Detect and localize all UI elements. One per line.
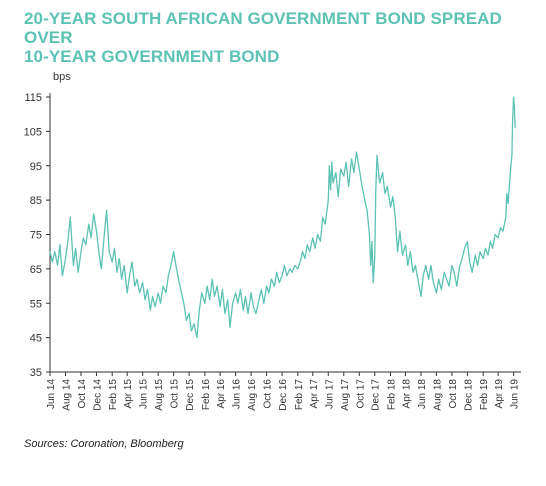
x-tick-label: Dec 18 [463,379,474,411]
chart-title: 20-YEAR SOUTH AFRICAN GOVERNMENT BOND SP… [24,9,534,66]
y-tick-label: 75 [30,230,42,242]
x-tick-label: Feb 18 [386,379,397,411]
x-tick-label: Apr 18 [401,379,412,409]
series-layer [49,96,516,339]
x-tick-label: Feb 19 [479,379,490,411]
x-tick-label: Apr 16 [216,379,227,409]
x-tick-label: Apr 17 [309,379,320,409]
x-tick-label: Dec 14 [92,379,103,411]
x-tick-label: Aug 15 [154,379,165,411]
x-tick-label: Apr 15 [123,379,134,409]
y-tick-label: 65 [30,264,42,276]
y-tick-label: 105 [24,126,42,138]
x-tick-label: Dec 16 [278,379,289,411]
x-tick-label: Feb 15 [108,379,119,411]
x-tick-label: Oct 15 [170,379,181,409]
x-tick-label: Jun 14 [46,379,57,409]
x-tick-label: Feb 16 [201,379,212,411]
x-tick-label: Apr 19 [494,379,505,409]
x-tick-label: Oct 14 [77,379,88,409]
x-tick-label: Jun 17 [324,379,335,409]
chart-title-line-1: 20-YEAR SOUTH AFRICAN GOVERNMENT BOND SP… [24,9,502,47]
series-line [49,96,516,339]
x-tick-label: Aug 14 [61,379,72,411]
y-tick-label: 35 [30,367,42,379]
x-tick-label: Dec 17 [371,379,382,411]
x-tick-label: Aug 18 [432,379,443,411]
x-tick-label: Aug 17 [340,379,351,411]
y-tick-label: 45 [30,333,42,345]
x-tick-label: Oct 17 [355,379,366,409]
chart-title-line-2: 10-YEAR GOVERNMENT BOND [24,47,280,66]
x-tick-label: Jun 18 [417,379,428,409]
y-axis-unit-label: bps [53,71,71,83]
x-axis: Jun 14 Aug 14 Oct 14 Dec 14 Feb 15 Apr 15 Jun … [46,371,521,411]
y-axis: bps 35 45 55 65 75 85 95 105 115 [24,71,72,379]
x-tick-label: Feb 17 [294,379,305,411]
x-tick-label: Dec 15 [185,379,196,411]
y-tick-label: 115 [24,92,42,104]
chart-source: Sources: Coronation, Bloomberg [24,438,184,450]
x-tick-label: Jun 15 [139,379,150,409]
x-tick-label: Oct 16 [263,379,274,409]
x-tick-label: Aug 16 [247,379,258,411]
y-tick-label: 95 [30,161,42,173]
y-tick-label: 85 [30,195,42,207]
x-tick-label: Oct 18 [448,379,459,409]
y-tick-label: 55 [30,298,42,310]
x-tick-label: Jun 16 [232,379,243,409]
x-tick-label: Jun 19 [510,379,521,409]
